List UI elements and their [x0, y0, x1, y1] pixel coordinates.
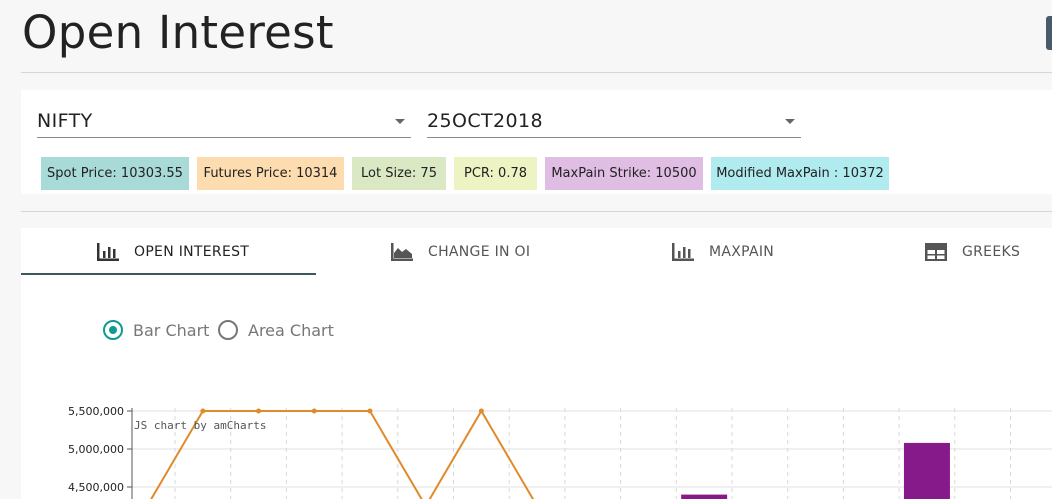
tab-maxpain[interactable]: MAXPAIN	[671, 228, 774, 275]
chevron-down-icon	[395, 119, 405, 124]
active-tab-indicator	[21, 273, 316, 275]
header-divider	[21, 72, 1052, 73]
menu-button[interactable]	[1046, 16, 1052, 50]
expiry-select[interactable]: 25OCT2018	[427, 107, 801, 138]
tab-label: CHANGE IN OI	[428, 243, 531, 260]
chevron-down-icon	[785, 119, 795, 124]
section-divider	[21, 211, 1052, 212]
radio-label: Bar Chart	[133, 320, 210, 340]
oi-point	[478, 408, 484, 414]
area-chart-icon	[391, 242, 413, 261]
symbol-value: NIFTY	[37, 110, 93, 132]
expiry-value: 25OCT2018	[427, 110, 543, 132]
oi-bar	[903, 442, 950, 499]
radio-unchecked-icon	[218, 320, 238, 340]
oi-point	[200, 408, 206, 414]
y-tick-label: 5,500,000	[68, 405, 124, 418]
chart-credit: JS chart by amCharts	[134, 419, 266, 432]
oi-line	[150, 409, 535, 499]
bar-chart-radio[interactable]: Bar Chart	[103, 320, 209, 340]
table-icon	[925, 242, 947, 261]
spot-price-chip: Spot Price: 10303.55	[41, 157, 189, 190]
oi-point	[311, 408, 317, 414]
lot-size-chip: Lot Size: 75	[352, 157, 446, 190]
oi-bar	[681, 494, 728, 499]
open-interest-chart: 5,500,000 5,000,000 4,500,000 JS chart by a…	[68, 405, 1052, 499]
pcr-chip: PCR: 0.78	[454, 157, 537, 190]
filter-panel: NIFTY 25OCT2018 Spot Price: 10303.55 Fut…	[21, 90, 1052, 194]
y-tick-label: 4,500,000	[68, 481, 124, 494]
area-chart-radio[interactable]: Area Chart	[218, 320, 334, 340]
symbol-select[interactable]: NIFTY	[37, 107, 411, 138]
bar-chart-icon	[97, 242, 119, 261]
radio-label: Area Chart	[248, 320, 334, 340]
oi-point	[367, 408, 373, 414]
maxpain-strike-chip: MaxPain Strike: 10500	[545, 157, 703, 190]
tab-open-interest[interactable]: OPEN INTEREST	[96, 228, 249, 275]
modified-maxpain-chip: Modified MaxPain : 10372	[711, 157, 889, 190]
tab-label: MAXPAIN	[709, 243, 775, 260]
futures-price-chip: Futures Price: 10314	[197, 157, 344, 190]
tab-label: OPEN INTEREST	[134, 243, 250, 260]
tab-greeks[interactable]: GREEKS	[924, 228, 1020, 275]
chart-card: OPEN INTEREST CHANGE IN OI MAXPAIN GREEK…	[21, 228, 1052, 499]
page-title: Open Interest	[22, 6, 334, 59]
y-tick-label: 5,000,000	[68, 443, 124, 456]
tab-label: GREEKS	[962, 243, 1021, 260]
oi-point	[256, 408, 262, 414]
tab-change-in-oi[interactable]: CHANGE IN OI	[390, 228, 530, 275]
bar-chart-icon	[672, 242, 694, 261]
radio-checked-icon	[103, 320, 123, 340]
